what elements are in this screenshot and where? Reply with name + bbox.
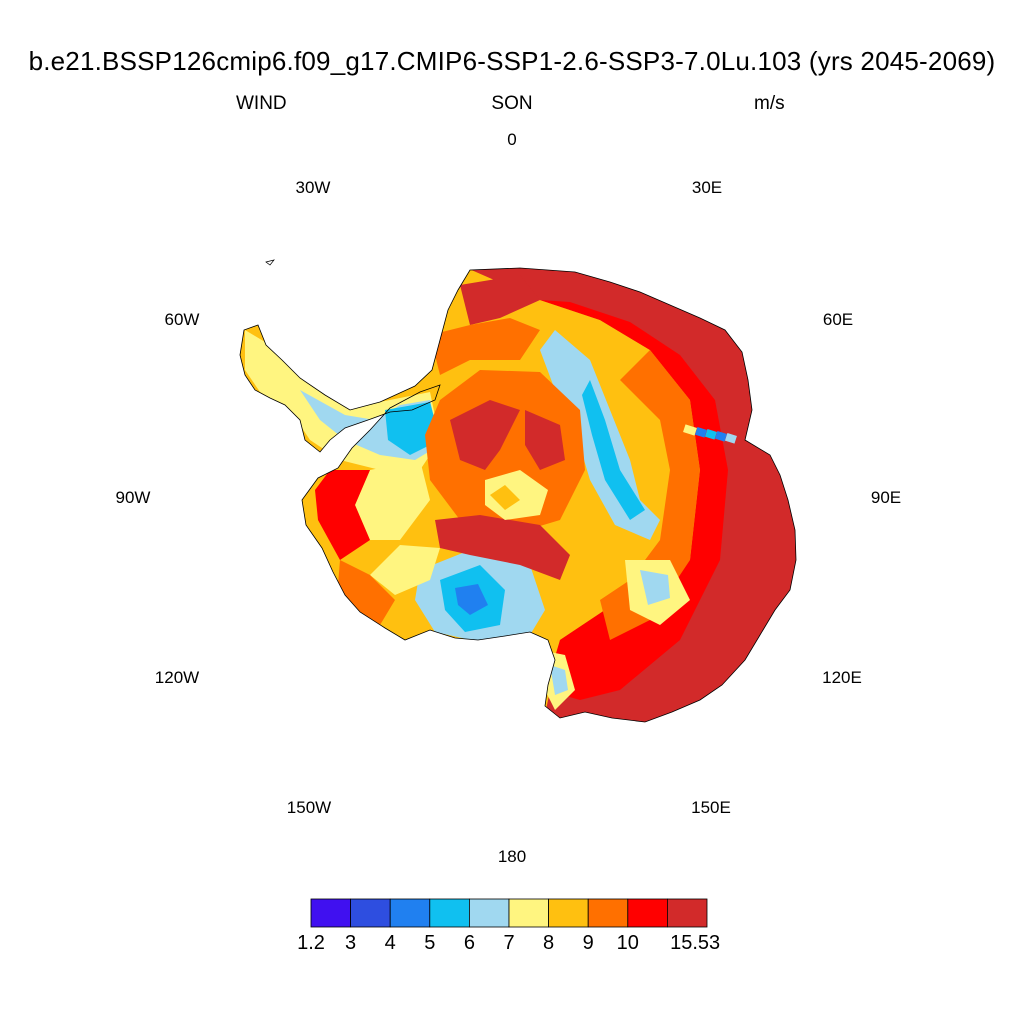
lon-label-150w: 150W [286, 798, 332, 817]
colorbar-label-8: 10 [616, 932, 639, 954]
field-yellow-southwest [370, 545, 440, 595]
colorbar-label-5: 7 [503, 932, 515, 954]
colorbar-label-1: 3 [345, 932, 357, 954]
field-cyan-ridge-east [582, 380, 645, 520]
colorbar-swatch-3 [429, 898, 470, 928]
variable-label: WIND [236, 93, 287, 114]
field-lightblue-patch-southeast [640, 570, 670, 605]
lon-label-60e: 60E [822, 310, 854, 329]
colorbar-swatch-7 [587, 898, 629, 928]
plot-title: b.e21.BSSP126cmip6.f09_g17.CMIP6-SSP1-2.… [28, 46, 996, 76]
lon-label-180: 180 [497, 847, 527, 866]
colorbar-label-3: 5 [424, 932, 436, 954]
colorbar-label-4: 6 [463, 932, 475, 954]
colorbar-swatch-9 [667, 898, 708, 928]
colorbar-label-0: 1.2 [297, 932, 325, 954]
wind-speed-field [240, 268, 796, 722]
field-blue-ross [455, 584, 488, 615]
field-orange-pole-core [490, 485, 520, 510]
field-red-west-coast [315, 470, 370, 560]
colorbar-label-6: 8 [543, 932, 555, 954]
lon-label-30w: 30W [295, 178, 331, 197]
field-max-interior-west [450, 400, 520, 470]
colorbar-swatch-5 [508, 898, 549, 928]
field-max-interior-east [525, 410, 565, 470]
south-shetland-island-outline [265, 259, 275, 266]
lon-label-30e: 30E [691, 178, 723, 197]
colorbar [310, 898, 708, 928]
colorbar-swatch-8 [627, 898, 668, 928]
field-max-north [460, 275, 540, 325]
lon-label-120w: 120W [154, 668, 200, 687]
colorbar-swatch-2 [389, 898, 431, 928]
field-max-interior-south [435, 515, 570, 580]
lon-label-120e: 120E [822, 668, 862, 687]
lon-label-60w: 60W [164, 310, 200, 329]
units-label: m/s [754, 93, 785, 114]
lon-label-150e: 150E [691, 798, 731, 817]
colorbar-swatch-1 [350, 898, 391, 928]
lon-label-0: 0 [507, 130, 517, 149]
field-yellow-west [355, 460, 430, 540]
colorbar-label-7: 9 [582, 932, 594, 954]
field-lightblue-south-coast [550, 665, 568, 695]
colorbar-label-2: 4 [384, 932, 396, 954]
field-orange-east [600, 350, 700, 640]
lon-label-90e: 90E [870, 488, 902, 507]
field-orange-north [430, 318, 540, 375]
field-yellow-pole [485, 470, 548, 520]
season-label: SON [491, 93, 533, 114]
field-orange-southwest [338, 560, 395, 625]
colorbar-swatch-6 [548, 898, 589, 928]
coastal-artifact-75e [683, 424, 737, 444]
colorbar-swatch-4 [468, 898, 510, 928]
lon-label-90w: 90W [115, 488, 151, 507]
colorbar-swatch-0 [310, 898, 351, 928]
colorbar-label-9: 15.53 [670, 932, 721, 954]
field-max-region-east [460, 268, 796, 722]
